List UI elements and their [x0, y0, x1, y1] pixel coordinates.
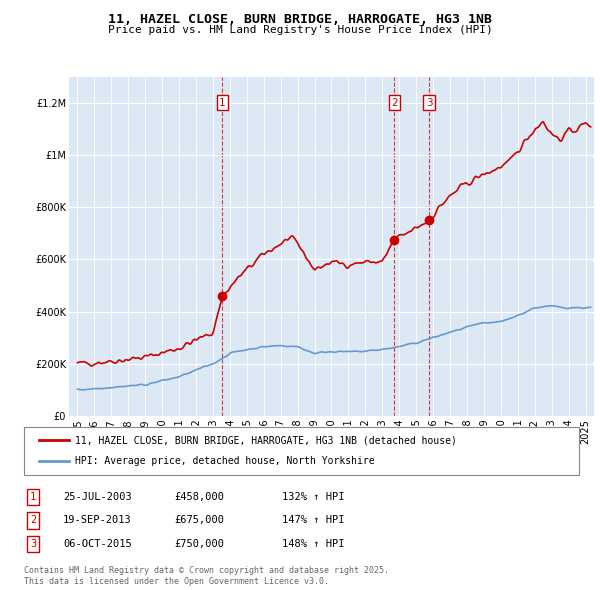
Text: 132% ↑ HPI: 132% ↑ HPI — [282, 492, 344, 502]
Text: 147% ↑ HPI: 147% ↑ HPI — [282, 516, 344, 525]
Text: HPI: Average price, detached house, North Yorkshire: HPI: Average price, detached house, Nort… — [75, 457, 374, 467]
Text: Contains HM Land Registry data © Crown copyright and database right 2025.: Contains HM Land Registry data © Crown c… — [24, 566, 389, 575]
Text: £750,000: £750,000 — [174, 539, 224, 549]
Text: 11, HAZEL CLOSE, BURN BRIDGE, HARROGATE, HG3 1NB (detached house): 11, HAZEL CLOSE, BURN BRIDGE, HARROGATE,… — [75, 435, 457, 445]
Text: Price paid vs. HM Land Registry's House Price Index (HPI): Price paid vs. HM Land Registry's House … — [107, 25, 493, 35]
Text: £458,000: £458,000 — [174, 492, 224, 502]
Text: 06-OCT-2015: 06-OCT-2015 — [63, 539, 132, 549]
Text: 2: 2 — [30, 516, 36, 525]
Text: 11, HAZEL CLOSE, BURN BRIDGE, HARROGATE, HG3 1NB: 11, HAZEL CLOSE, BURN BRIDGE, HARROGATE,… — [108, 13, 492, 26]
Text: 19-SEP-2013: 19-SEP-2013 — [63, 516, 132, 525]
Text: £675,000: £675,000 — [174, 516, 224, 525]
Text: 1: 1 — [30, 492, 36, 502]
Text: 148% ↑ HPI: 148% ↑ HPI — [282, 539, 344, 549]
Text: 3: 3 — [30, 539, 36, 549]
Text: 3: 3 — [426, 98, 433, 108]
Text: 1: 1 — [219, 98, 226, 108]
Text: This data is licensed under the Open Government Licence v3.0.: This data is licensed under the Open Gov… — [24, 577, 329, 586]
Text: 25-JUL-2003: 25-JUL-2003 — [63, 492, 132, 502]
Text: 2: 2 — [391, 98, 398, 108]
